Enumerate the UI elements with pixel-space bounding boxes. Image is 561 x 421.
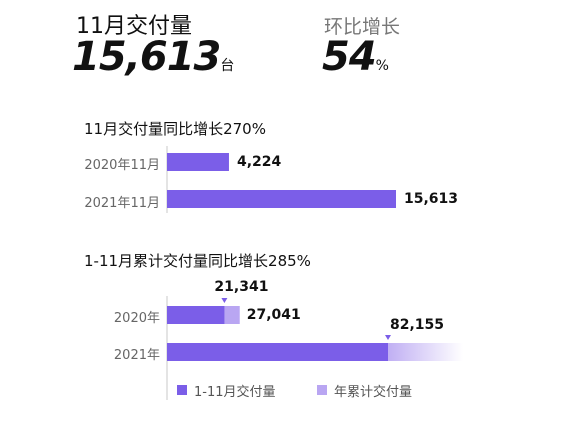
legend-swatch-primary	[177, 385, 187, 395]
chart2-value-label-2021-primary: 82,155	[390, 317, 445, 333]
legend-swatch-secondary	[317, 385, 327, 395]
mom-unit: %	[375, 58, 389, 74]
mom-value: 54	[322, 34, 377, 80]
mom-kpi: 54%	[322, 34, 389, 80]
delivery-value: 15,613	[72, 34, 221, 80]
chart1-value-label-2020: 4,224	[236, 154, 282, 170]
chart2-category-2020: 2020年	[113, 311, 160, 326]
delivery-kpi: 15,613台	[72, 34, 234, 80]
chart1-value-label-2021: 15,613	[404, 191, 459, 207]
chart1-title: 11月交付量同比增长270%	[84, 120, 266, 138]
chart2-bar-2021-fade	[388, 343, 463, 361]
chart1-category-2020: 2020年11月	[84, 158, 160, 173]
legend-label-secondary: 年累计交付量	[334, 385, 413, 400]
chart2-category-2021: 2021年	[113, 348, 160, 363]
chart1-bar-2021	[167, 190, 396, 208]
chart2-title: 1-11月累计交付量同比增长285%	[84, 252, 311, 270]
chart2-marker-2021	[385, 335, 391, 340]
chart2-bar-2021-primary	[167, 343, 388, 361]
chart2-marker-2020	[221, 298, 228, 303]
delivery-label: 11月交付量	[76, 14, 192, 39]
mom-label: 环比增长	[324, 16, 401, 38]
chart1-category-2021: 2021年11月	[84, 196, 160, 211]
chart2-bar-2020-primary	[167, 306, 225, 324]
chart1-bar-2020	[167, 153, 229, 171]
chart2-value-label-2020-total: 27,041	[246, 307, 301, 323]
delivery-unit: 台	[220, 58, 235, 74]
chart2-value-label-2020-primary: 21,341	[214, 279, 269, 295]
legend-label-primary: 1-11月交付量	[194, 385, 276, 400]
